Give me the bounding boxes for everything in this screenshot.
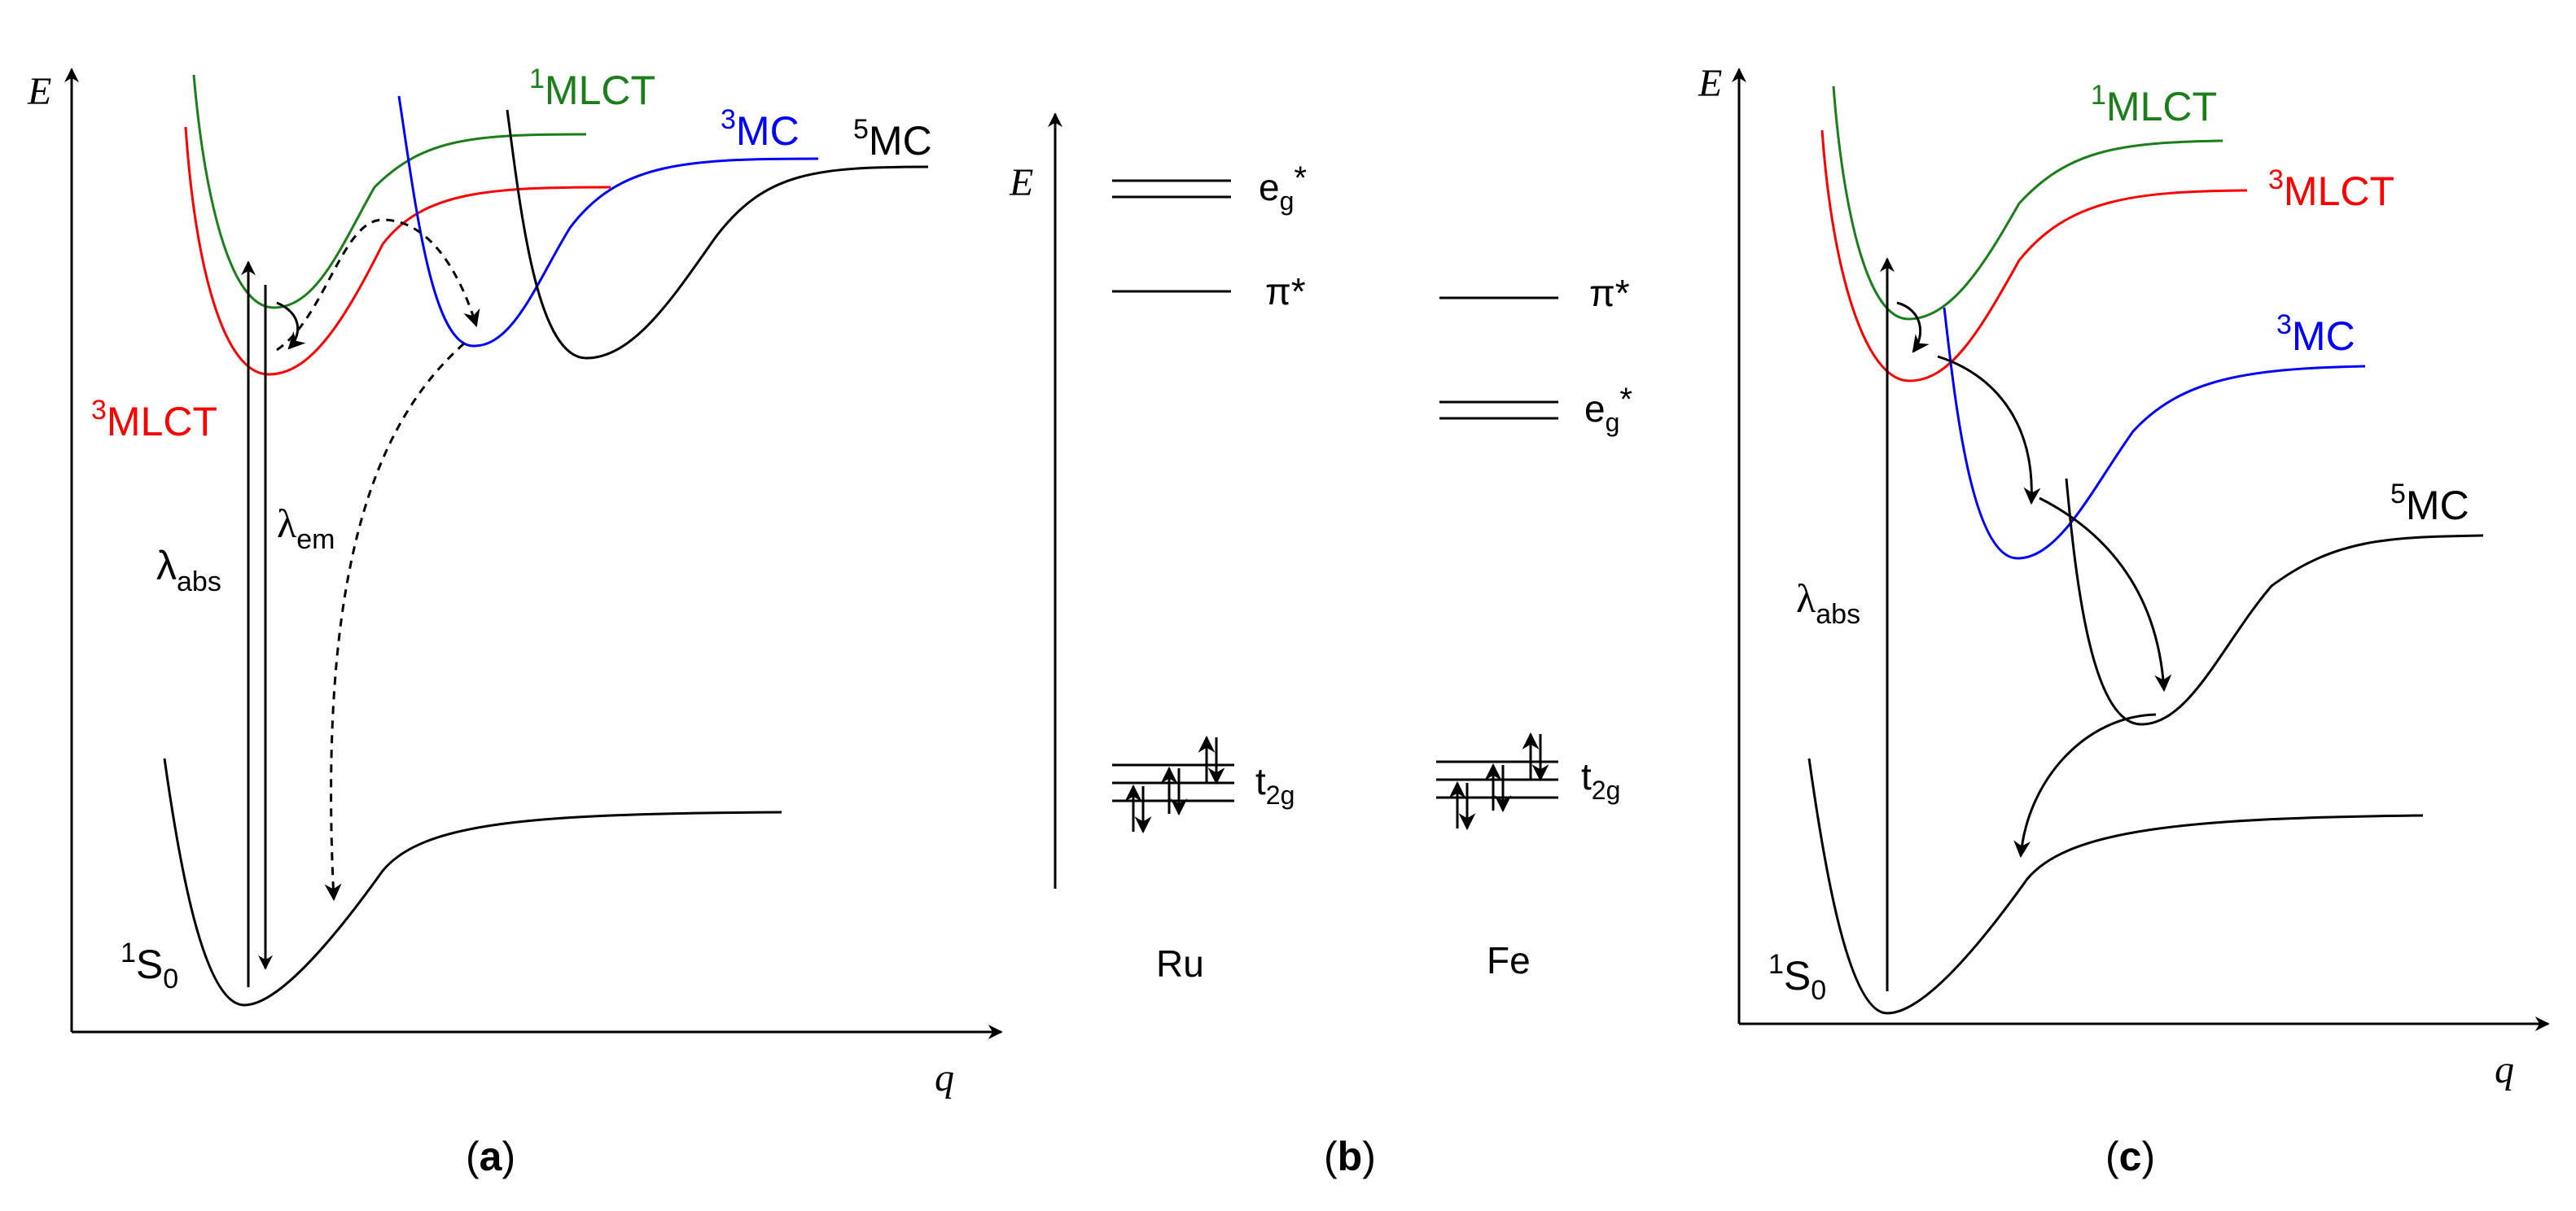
panel-a-ground-curve	[163, 758, 782, 1007]
panel-a-3mc-curve	[397, 95, 819, 348]
fe-levels: π* eg* t2g Fe	[1436, 272, 1632, 981]
panel-a-mc-to-ground-dashed-arrow	[324, 342, 465, 902]
panel-c-axis-q-label: q	[2495, 1048, 2514, 1091]
panel-a-mlct-to-mc-dashed-arrow	[276, 218, 480, 352]
panel-c-axis-e-label: E	[1698, 62, 1722, 105]
panel-b-caption: (b)	[1324, 1134, 1376, 1179]
panel-b-axis-e-label: E	[1009, 161, 1033, 204]
fe-t2g-label: t2g	[1581, 755, 1620, 805]
panel-a-label-lambda-em: λem	[277, 501, 335, 555]
panel-a-5mc-curve	[506, 109, 929, 360]
panel-c-isc-arrow	[1896, 301, 1930, 353]
panel-a-label-lambda-abs: λabs	[156, 543, 221, 597]
panel-c: E q 1MLCT 3MLCT 3MC 5MC λab	[1698, 62, 2550, 1179]
panel-a-axis-q-label: q	[935, 1056, 954, 1100]
panel-a-label-3mc: 3MC	[721, 104, 800, 154]
panel-a-axis-e-label: E	[27, 70, 51, 113]
panel-c-3mc-to-5mc-arrow	[2039, 496, 2172, 693]
panel-a-label-3mlct: 3MLCT	[91, 395, 217, 444]
panel-c-caption: (c)	[2105, 1134, 2155, 1179]
fe-pi-label: π*	[1589, 272, 1630, 314]
panel-a-label-ground: 1S0	[120, 938, 178, 995]
panel-c-5mc-curve	[2065, 478, 2484, 726]
ru-metal-label: Ru	[1156, 942, 1204, 985]
panel-c-label-1mlct: 1MLCT	[2091, 80, 2217, 129]
panel-a-label-5mc: 5MC	[853, 114, 932, 164]
panel-c-5mc-to-ground-arrow	[2013, 713, 2157, 859]
fe-eg-label: eg*	[1584, 382, 1632, 437]
fe-electron-pairs	[1448, 732, 1549, 831]
ru-pi-label: π*	[1265, 270, 1306, 313]
fe-metal-label: Fe	[1487, 939, 1531, 981]
panel-a-label-1mlct: 1MLCT	[529, 63, 655, 113]
panel-a-1mlct-curve	[192, 74, 587, 309]
panel-c-label-lambda-abs: λabs	[1796, 575, 1860, 630]
ru-eg-label: eg*	[1259, 160, 1307, 216]
panel-c-mlct-to-3mc-arrow	[1937, 355, 2041, 505]
panel-b: E eg* π* t2g Ru	[1009, 112, 1632, 1179]
panel-c-label-5mc: 5MC	[2390, 479, 2469, 528]
panel-c-3mlct-curve	[1820, 129, 2248, 383]
panel-c-label-3mc: 3MC	[2276, 309, 2355, 359]
panel-a: E q 1MLCT 3MC 5MC 3MLCT	[27, 63, 1003, 1179]
panel-a-isc-arrow	[276, 301, 306, 350]
panel-c-label-3mlct: 3MLCT	[2268, 164, 2394, 214]
panel-c-3mc-curve	[1943, 307, 2366, 560]
panel-c-1mlct-curve	[1832, 85, 2223, 321]
panel-c-label-ground: 1S0	[1768, 949, 1826, 1006]
ru-electron-pairs	[1124, 735, 1225, 834]
panel-a-3mlct-curve	[184, 126, 611, 376]
panel-c-ground-curve	[1807, 758, 2424, 1015]
ru-t2g-label: t2g	[1255, 760, 1295, 810]
ru-levels: eg* π* t2g Ru	[1112, 160, 1307, 985]
panel-a-caption: (a)	[466, 1134, 515, 1179]
